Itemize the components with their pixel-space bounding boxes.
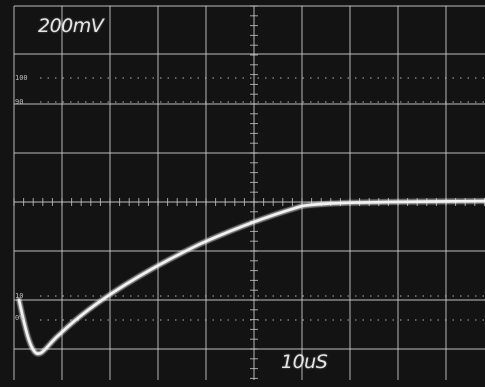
marker-90-label: 90: [15, 98, 24, 106]
time-per-division-label: 10uS: [281, 351, 328, 373]
volts-per-division-label: 200mV: [38, 15, 104, 37]
marker-100-label: 100: [15, 74, 28, 82]
center-axis-ticks: [13, 5, 485, 379]
signal-trace: [17, 199, 485, 355]
percent-reference-lines: [40, 77, 485, 321]
graticule: [13, 5, 485, 380]
marker-0-label: 0%: [15, 314, 24, 322]
marker-10-label: 10: [15, 292, 24, 300]
